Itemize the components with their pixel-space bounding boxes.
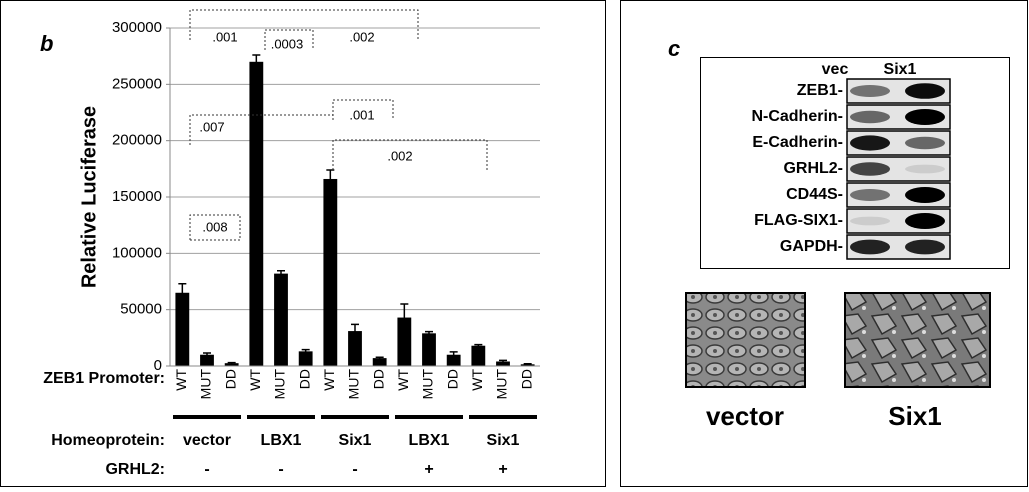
blot-band [905,187,945,203]
cell-image [845,293,990,387]
x-tick-label: DD [518,369,534,389]
p-value: .0003 [271,36,304,51]
y-tick-label: 100000 [112,244,162,261]
blot-band [905,83,945,99]
bar [249,62,263,366]
y-tick-label: 50000 [120,301,162,318]
grhl2-label: + [424,461,433,478]
blot-band [850,240,890,255]
blot-row-label: E-Cadherin- [752,134,843,151]
p-value: .001 [349,107,374,122]
image-caption: Six1 [888,401,942,431]
blot-band [905,137,945,149]
x-tick-label: MUT [272,369,288,400]
x-tick-label: DD [296,369,312,389]
x-row-label: ZEB1 Promoter: [43,370,165,387]
p-value: .002 [349,29,374,44]
bar [274,274,288,366]
group-label: vector [183,432,231,449]
x-tick-label: WT [247,369,263,391]
grhl2-label: - [204,461,209,478]
blot-band [850,189,890,201]
bar [299,351,313,366]
p-value: .008 [202,219,227,234]
blot-band [850,85,890,97]
y-axis-title: Relative Luciferase [78,106,100,288]
panel-label: b [40,31,53,56]
blot-row-label: GAPDH- [780,238,843,255]
blot-row-label: ZEB1- [797,82,843,99]
blot-band [905,213,945,229]
x-tick-label: DD [222,369,238,389]
panel-label: c [668,36,680,61]
y-tick-label: 0 [154,357,162,374]
x-tick-label: DD [444,369,460,389]
x-tick-label: MUT [346,369,362,400]
blot-band [850,217,890,226]
figure: b Relative Luciferase ZEB1 Promoter: Hom… [0,0,1029,487]
group-label: LBX1 [409,432,450,449]
x-tick-label: MUT [420,369,436,400]
blot-band [850,162,890,176]
p-value: .002 [387,148,412,163]
p-value: .001 [212,29,237,44]
group-label: Six1 [339,432,372,449]
grhl2-label: + [498,461,507,478]
grhl2-row-label: GRHL2: [105,461,165,478]
bar [175,293,189,366]
group-label: Six1 [487,432,520,449]
y-tick-label: 250000 [112,75,162,92]
image-caption: vector [706,401,784,431]
blot-row-label: FLAG-SIX1- [754,212,843,229]
y-tick-label: 200000 [112,132,162,149]
x-tick-label: WT [321,369,337,391]
x-tick-label: MUT [198,369,214,400]
grhl2-label: - [352,461,357,478]
blot-row-label: N-Cadherin- [751,108,843,125]
group-row-label: Homeoprotein: [51,432,165,449]
x-tick-label: WT [395,369,411,391]
blot-row-label: CD44S- [786,186,843,203]
blot-band [905,165,945,174]
y-tick-label: 300000 [112,19,162,36]
blot-column: Six1 [884,61,917,78]
bar [422,333,436,366]
x-tick-label: MUT [494,369,510,400]
bar [373,358,387,366]
blot-band [905,109,945,125]
bar [323,179,337,366]
x-tick-label: DD [370,369,386,389]
blot-band [905,240,945,255]
x-tick-label: WT [173,369,189,391]
p-value: .007 [199,119,224,134]
grhl2-label: - [278,461,283,478]
blot-band [850,135,890,150]
blot-row-label: GRHL2- [783,160,843,177]
group-label: LBX1 [261,432,302,449]
x-tick-label: WT [469,369,485,391]
blot-column: vec [822,61,849,78]
blot-band [850,111,890,123]
bar [471,346,485,366]
cell-image [686,293,805,387]
y-tick-label: 150000 [112,188,162,205]
